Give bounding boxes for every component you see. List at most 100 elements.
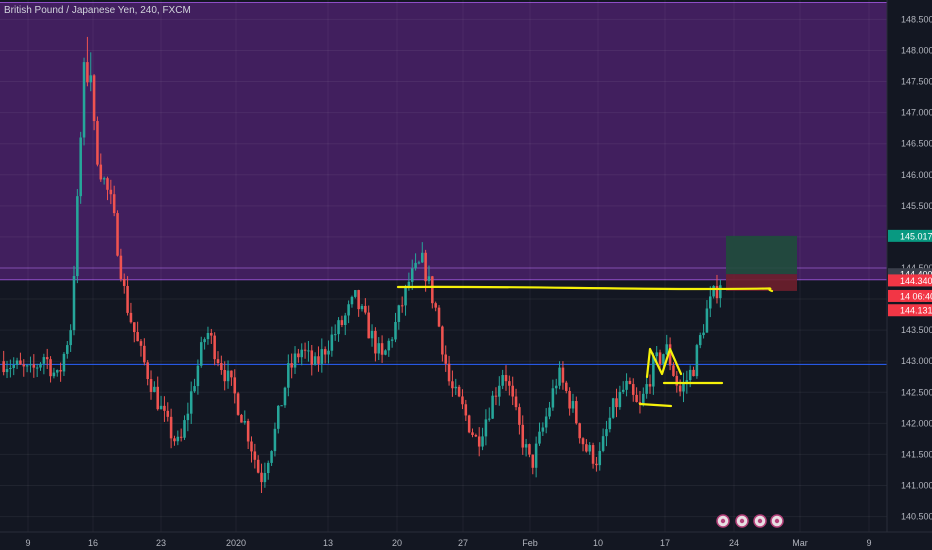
candle-body xyxy=(548,407,551,417)
candle-body xyxy=(79,137,82,197)
candle-body xyxy=(591,445,595,464)
candle-body xyxy=(163,405,166,411)
price-tick-label: 143.000 xyxy=(901,356,932,366)
candle-body xyxy=(273,428,277,452)
candle-body xyxy=(183,420,186,438)
candle-body xyxy=(601,436,605,451)
event-markers[interactable] xyxy=(716,514,784,528)
candle-body xyxy=(280,405,283,407)
candle-body xyxy=(166,410,170,417)
candle-body xyxy=(598,450,602,466)
candle-body xyxy=(86,62,89,83)
candle-body xyxy=(96,121,99,165)
candle-body xyxy=(712,285,715,297)
candle-body xyxy=(645,384,648,394)
price-tag-bg xyxy=(888,289,932,302)
candle-body xyxy=(153,386,156,392)
candle-body xyxy=(2,361,5,373)
candle-body xyxy=(621,389,625,392)
candle-body xyxy=(62,353,66,372)
candle-body xyxy=(541,427,545,432)
candle-body xyxy=(169,416,173,439)
candle-body xyxy=(270,451,273,463)
candle-body xyxy=(340,320,344,326)
candle-body xyxy=(320,349,324,364)
candle-body xyxy=(377,343,381,354)
candle-body xyxy=(414,262,417,269)
candle-body xyxy=(246,421,250,442)
candle-body xyxy=(354,290,357,297)
candle-body xyxy=(364,305,367,313)
candle-body xyxy=(424,252,427,282)
candle-body xyxy=(122,278,126,286)
candle-body xyxy=(199,342,203,366)
price-tag-label: 145.017 xyxy=(900,231,932,241)
candle-body xyxy=(397,305,401,322)
candle-body xyxy=(384,350,387,355)
candle-body xyxy=(551,388,555,408)
candle-body xyxy=(156,386,159,410)
drawing-2[interactable] xyxy=(645,347,683,379)
candle-body xyxy=(216,359,220,364)
candle-body xyxy=(595,463,598,466)
candle-body xyxy=(317,356,320,364)
candle-body xyxy=(9,367,12,370)
drawing-3[interactable] xyxy=(638,402,673,408)
time-axis[interactable]: 9 16 23 2020 13 20 27 Feb 10 17 24 Mar 9 xyxy=(0,531,932,550)
price-tag-label: 144.131 xyxy=(900,306,932,316)
supply-zone[interactable] xyxy=(0,2,887,281)
long-position-tool[interactable] xyxy=(726,235,797,291)
candle-body xyxy=(343,315,347,326)
price-tag-label: 14 06:40 xyxy=(900,291,932,301)
candle-body xyxy=(159,405,163,410)
candle-body xyxy=(427,276,431,282)
position-stop-zone[interactable] xyxy=(726,274,797,291)
candle-body xyxy=(417,262,421,264)
candle-body xyxy=(45,357,49,360)
candle-body xyxy=(611,398,615,418)
candle-body xyxy=(521,424,525,448)
candle-body xyxy=(528,444,531,455)
candle-body xyxy=(35,367,39,369)
candle-body xyxy=(72,276,76,331)
price-tag-bg xyxy=(888,304,932,317)
candle-body xyxy=(504,375,508,382)
candle-body xyxy=(19,360,22,365)
position-target-zone[interactable] xyxy=(726,235,797,275)
drawing-1[interactable] xyxy=(396,285,774,293)
price-tick-label: 146.000 xyxy=(901,170,932,180)
candle-body xyxy=(112,194,116,214)
candle-body xyxy=(464,404,468,416)
time-tick-label: 9 xyxy=(866,538,871,548)
candle-body xyxy=(668,344,672,366)
candle-body xyxy=(441,326,444,355)
candle-body xyxy=(534,443,538,468)
candle-body xyxy=(12,364,15,368)
candle-body xyxy=(220,363,223,371)
candle-body xyxy=(501,375,504,386)
candle-body xyxy=(554,385,558,389)
price-axis[interactable]: 148.500 148.000 147.500 147.000 146.500 146.0… xyxy=(886,0,932,532)
price-tick-label: 141.000 xyxy=(901,480,932,490)
candle-body xyxy=(404,285,407,306)
candle-body xyxy=(287,363,290,388)
candle-body xyxy=(106,178,109,190)
candle-body xyxy=(698,335,702,346)
candle-body xyxy=(544,416,548,428)
candle-body xyxy=(437,307,441,327)
candle-body xyxy=(307,350,310,352)
trendline-drawings[interactable] xyxy=(396,285,774,408)
candle-body xyxy=(76,196,79,277)
time-tick-label: 27 xyxy=(458,538,468,548)
candle-body xyxy=(665,344,669,355)
time-tick-label: 24 xyxy=(729,538,739,548)
price-tag-label: 144.340 xyxy=(900,276,932,286)
time-tick-label: 9 xyxy=(25,538,30,548)
candle-body xyxy=(210,332,213,336)
candle-body xyxy=(203,339,206,343)
candle-body xyxy=(133,322,136,333)
candle-body xyxy=(511,385,514,397)
candle-body xyxy=(719,285,722,299)
